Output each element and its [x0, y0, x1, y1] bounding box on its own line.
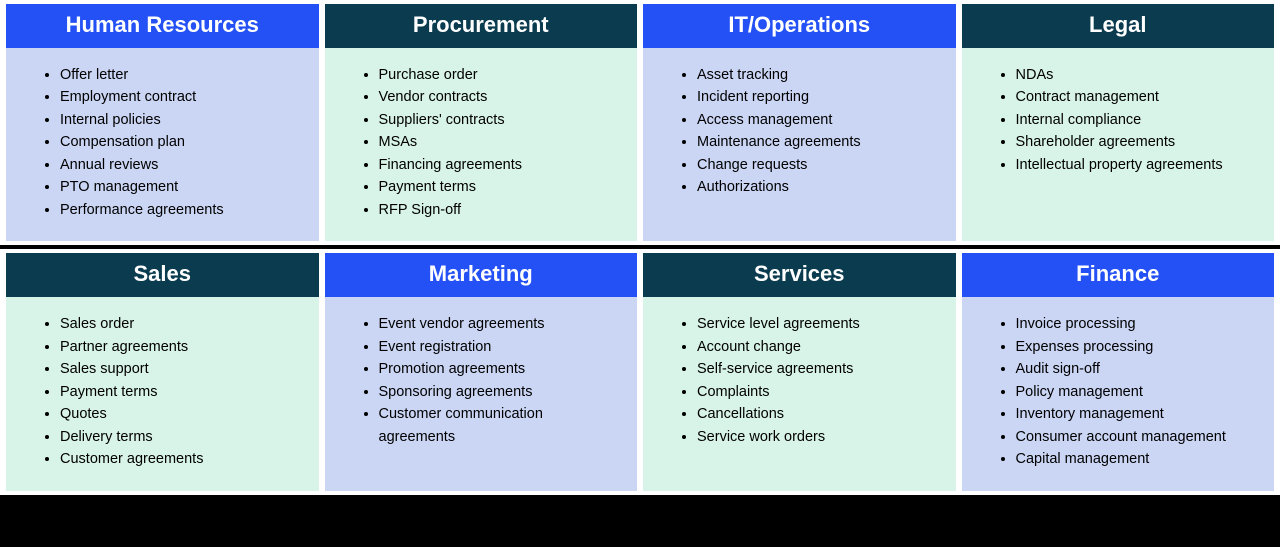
card-body: Purchase order Vendor contracts Supplier… — [325, 48, 638, 241]
list-item: Annual reviews — [60, 154, 305, 176]
card-header: Legal — [962, 4, 1275, 48]
card-header: Procurement — [325, 4, 638, 48]
list-item: NDAs — [1016, 64, 1261, 86]
card-finance: Finance Invoice processing Expenses proc… — [962, 253, 1275, 490]
list-item: Payment terms — [60, 381, 305, 403]
item-list: Service level agreements Account change … — [679, 313, 942, 448]
list-item: Event registration — [379, 336, 624, 358]
card-body: Asset tracking Incident reporting Access… — [643, 48, 956, 241]
card-body: Invoice processing Expenses processing A… — [962, 297, 1275, 490]
item-list: Purchase order Vendor contracts Supplier… — [361, 64, 624, 221]
list-item: RFP Sign-off — [379, 199, 624, 221]
list-item: Access management — [697, 109, 942, 131]
card-body: Event vendor agreements Event registrati… — [325, 297, 638, 490]
item-list: Offer letter Employment contract Interna… — [42, 64, 305, 221]
list-item: Change requests — [697, 154, 942, 176]
list-item: Capital management — [1016, 448, 1261, 470]
card-body: Service level agreements Account change … — [643, 297, 956, 490]
list-item: Incident reporting — [697, 86, 942, 108]
list-item: Delivery terms — [60, 426, 305, 448]
item-list: Event vendor agreements Event registrati… — [361, 313, 624, 448]
card-header: Marketing — [325, 253, 638, 297]
card-it-operations: IT/Operations Asset tracking Incident re… — [643, 4, 956, 241]
card-header: Sales — [6, 253, 319, 297]
list-item: Promotion agreements — [379, 358, 624, 380]
list-item: Service work orders — [697, 426, 942, 448]
card-body: Offer letter Employment contract Interna… — [6, 48, 319, 241]
list-item: Sales order — [60, 313, 305, 335]
card-header: Finance — [962, 253, 1275, 297]
list-item: Shareholder agreements — [1016, 131, 1261, 153]
item-list: Invoice processing Expenses processing A… — [998, 313, 1261, 470]
list-item: Performance agreements — [60, 199, 305, 221]
list-item: Event vendor agreements — [379, 313, 624, 335]
list-item: Expenses processing — [1016, 336, 1261, 358]
list-item: Invoice processing — [1016, 313, 1261, 335]
list-item: Self-service agreements — [697, 358, 942, 380]
card-header: Human Resources — [6, 4, 319, 48]
list-item: Service level agreements — [697, 313, 942, 335]
card-body: NDAs Contract management Internal compli… — [962, 48, 1275, 241]
list-item: Authorizations — [697, 176, 942, 198]
card-services: Services Service level agreements Accoun… — [643, 253, 956, 490]
list-item: Payment terms — [379, 176, 624, 198]
list-item: Policy management — [1016, 381, 1261, 403]
list-item: Customer agreements — [60, 448, 305, 470]
card-body: Sales order Partner agreements Sales sup… — [6, 297, 319, 490]
list-item: Complaints — [697, 381, 942, 403]
list-item: Internal compliance — [1016, 109, 1261, 131]
card-header: Services — [643, 253, 956, 297]
item-list: Asset tracking Incident reporting Access… — [679, 64, 942, 199]
list-item: Quotes — [60, 403, 305, 425]
list-item: Contract management — [1016, 86, 1261, 108]
list-item: Employment contract — [60, 86, 305, 108]
list-item: PTO management — [60, 176, 305, 198]
list-item: Purchase order — [379, 64, 624, 86]
list-item: Consumer account management — [1016, 426, 1261, 448]
card-human-resources: Human Resources Offer letter Employment … — [6, 4, 319, 241]
list-item: Sales support — [60, 358, 305, 380]
list-item: Maintenance agreements — [697, 131, 942, 153]
list-item: Audit sign-off — [1016, 358, 1261, 380]
item-list: NDAs Contract management Internal compli… — [998, 64, 1261, 176]
list-item: Intellectual property agreements — [1016, 154, 1261, 176]
list-item: Account change — [697, 336, 942, 358]
list-item: MSAs — [379, 131, 624, 153]
list-item: Offer letter — [60, 64, 305, 86]
list-item: Partner agreements — [60, 336, 305, 358]
list-item: Inventory management — [1016, 403, 1261, 425]
card-legal: Legal NDAs Contract management Internal … — [962, 4, 1275, 241]
list-item: Vendor contracts — [379, 86, 624, 108]
list-item: Asset tracking — [697, 64, 942, 86]
list-item: Customer communication agreements — [379, 403, 624, 448]
item-list: Sales order Partner agreements Sales sup… — [42, 313, 305, 470]
row-1: Sales Sales order Partner agreements Sal… — [0, 249, 1280, 494]
row-0: Human Resources Offer letter Employment … — [0, 0, 1280, 245]
card-procurement: Procurement Purchase order Vendor contra… — [325, 4, 638, 241]
list-item: Financing agreements — [379, 154, 624, 176]
card-marketing: Marketing Event vendor agreements Event … — [325, 253, 638, 490]
list-item: Internal policies — [60, 109, 305, 131]
list-item: Suppliers' contracts — [379, 109, 624, 131]
card-sales: Sales Sales order Partner agreements Sal… — [6, 253, 319, 490]
list-item: Sponsoring agreements — [379, 381, 624, 403]
list-item: Cancellations — [697, 403, 942, 425]
card-header: IT/Operations — [643, 4, 956, 48]
list-item: Compensation plan — [60, 131, 305, 153]
